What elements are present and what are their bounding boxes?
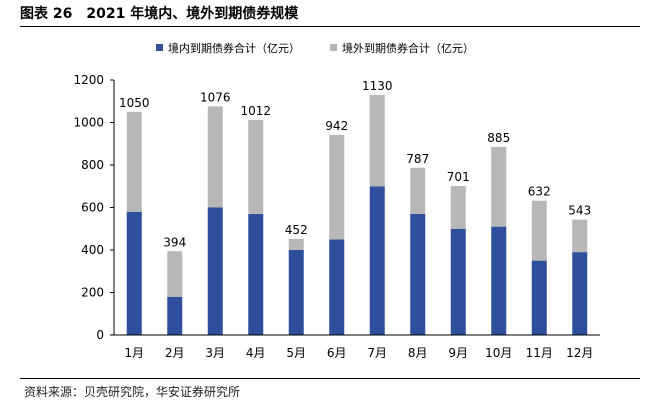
bar-domestic-12: [572, 252, 588, 335]
x-tick-label: 2月: [165, 346, 185, 360]
bar-domestic-10: [491, 226, 507, 335]
x-tick-label: 1月: [124, 346, 144, 360]
bar-domestic-9: [450, 228, 466, 335]
x-tick-label: 11月: [526, 346, 553, 360]
x-tick-label: 9月: [448, 346, 468, 360]
total-labels: 1050 394 1076 1012 452 942 1130 787 701 885 632 543: [119, 79, 591, 249]
total-label: 787: [406, 152, 429, 166]
bar-domestic-5: [288, 250, 304, 335]
bar-domestic-6: [329, 239, 345, 335]
total-label: 701: [447, 170, 470, 184]
bar-domestic-11: [531, 260, 547, 335]
total-label: 1012: [240, 104, 271, 118]
bar-overseas-10: [491, 146, 507, 227]
total-label: 394: [163, 235, 186, 249]
y-tick-label: 400: [81, 243, 104, 257]
y-tick-label: 800: [81, 158, 104, 172]
x-tick-label: 7月: [367, 346, 387, 360]
bar-overseas-6: [329, 134, 345, 240]
x-tick-label: 4月: [246, 346, 266, 360]
legend-swatch: [156, 44, 163, 51]
total-label: 1050: [119, 96, 150, 110]
bars: [126, 94, 588, 335]
x-tick-label: 6月: [327, 346, 347, 360]
total-label: 1130: [362, 79, 393, 93]
x-tick-label: 10月: [485, 346, 512, 360]
total-label: 1076: [200, 90, 231, 104]
total-label: 942: [325, 119, 348, 133]
x-tick-label: 5月: [286, 346, 306, 360]
x-tick-label: 12月: [566, 346, 593, 360]
bar-domestic-1: [126, 211, 142, 335]
source-note: 资料来源：贝壳研究院，华安证券研究所: [24, 385, 241, 399]
y-axis: 0 200 400 600 800 1000 1200: [73, 73, 115, 342]
bar-domestic-2: [167, 296, 183, 335]
y-tick-label: 1000: [73, 116, 104, 130]
bar-overseas-11: [531, 200, 547, 261]
figure-header: 图表 26 2021 年境内、境外到期债券规模: [20, 3, 298, 23]
y-tick-label: 600: [81, 201, 104, 215]
figure-title: 2021 年境内、境外到期债券规模: [86, 6, 299, 22]
bar-overseas-3: [207, 106, 223, 208]
legend-label: 境内到期债券合计（亿元）: [168, 41, 300, 55]
bar-overseas-9: [450, 186, 466, 229]
y-tick-label: 0: [96, 328, 104, 342]
bar-domestic-7: [369, 186, 385, 335]
total-label: 885: [487, 131, 510, 145]
y-tick-label: 1200: [73, 73, 104, 87]
y-tick-label: 200: [81, 286, 104, 300]
bar-overseas-12: [572, 219, 588, 253]
bar-domestic-8: [410, 213, 426, 335]
footer-rule: [20, 378, 640, 379]
legend-swatch: [330, 44, 337, 51]
x-tick-label: 8月: [408, 346, 428, 360]
bar-overseas-5: [288, 238, 304, 250]
bar-overseas-8: [410, 167, 426, 214]
bar-overseas-4: [248, 119, 264, 214]
bar-overseas-2: [167, 251, 183, 297]
total-label: 543: [568, 204, 591, 218]
legend: 境内到期债券合计（亿元） 境外到期债券合计（亿元）: [156, 41, 474, 55]
bar-overseas-7: [369, 94, 385, 187]
bar-domestic-3: [207, 207, 223, 335]
figure-label: 图表 26: [20, 6, 73, 22]
header-rule: [20, 26, 640, 27]
total-label: 632: [528, 185, 551, 199]
x-axis: 1月 2月 3月 4月 5月 6月 7月 8月 9月 10月 11月 12月: [114, 334, 600, 360]
total-label: 452: [285, 223, 308, 237]
legend-label: 境外到期债券合计（亿元）: [342, 41, 474, 55]
bar-overseas-1: [126, 111, 142, 212]
x-tick-label: 3月: [205, 346, 225, 360]
bar-domestic-4: [248, 213, 264, 335]
